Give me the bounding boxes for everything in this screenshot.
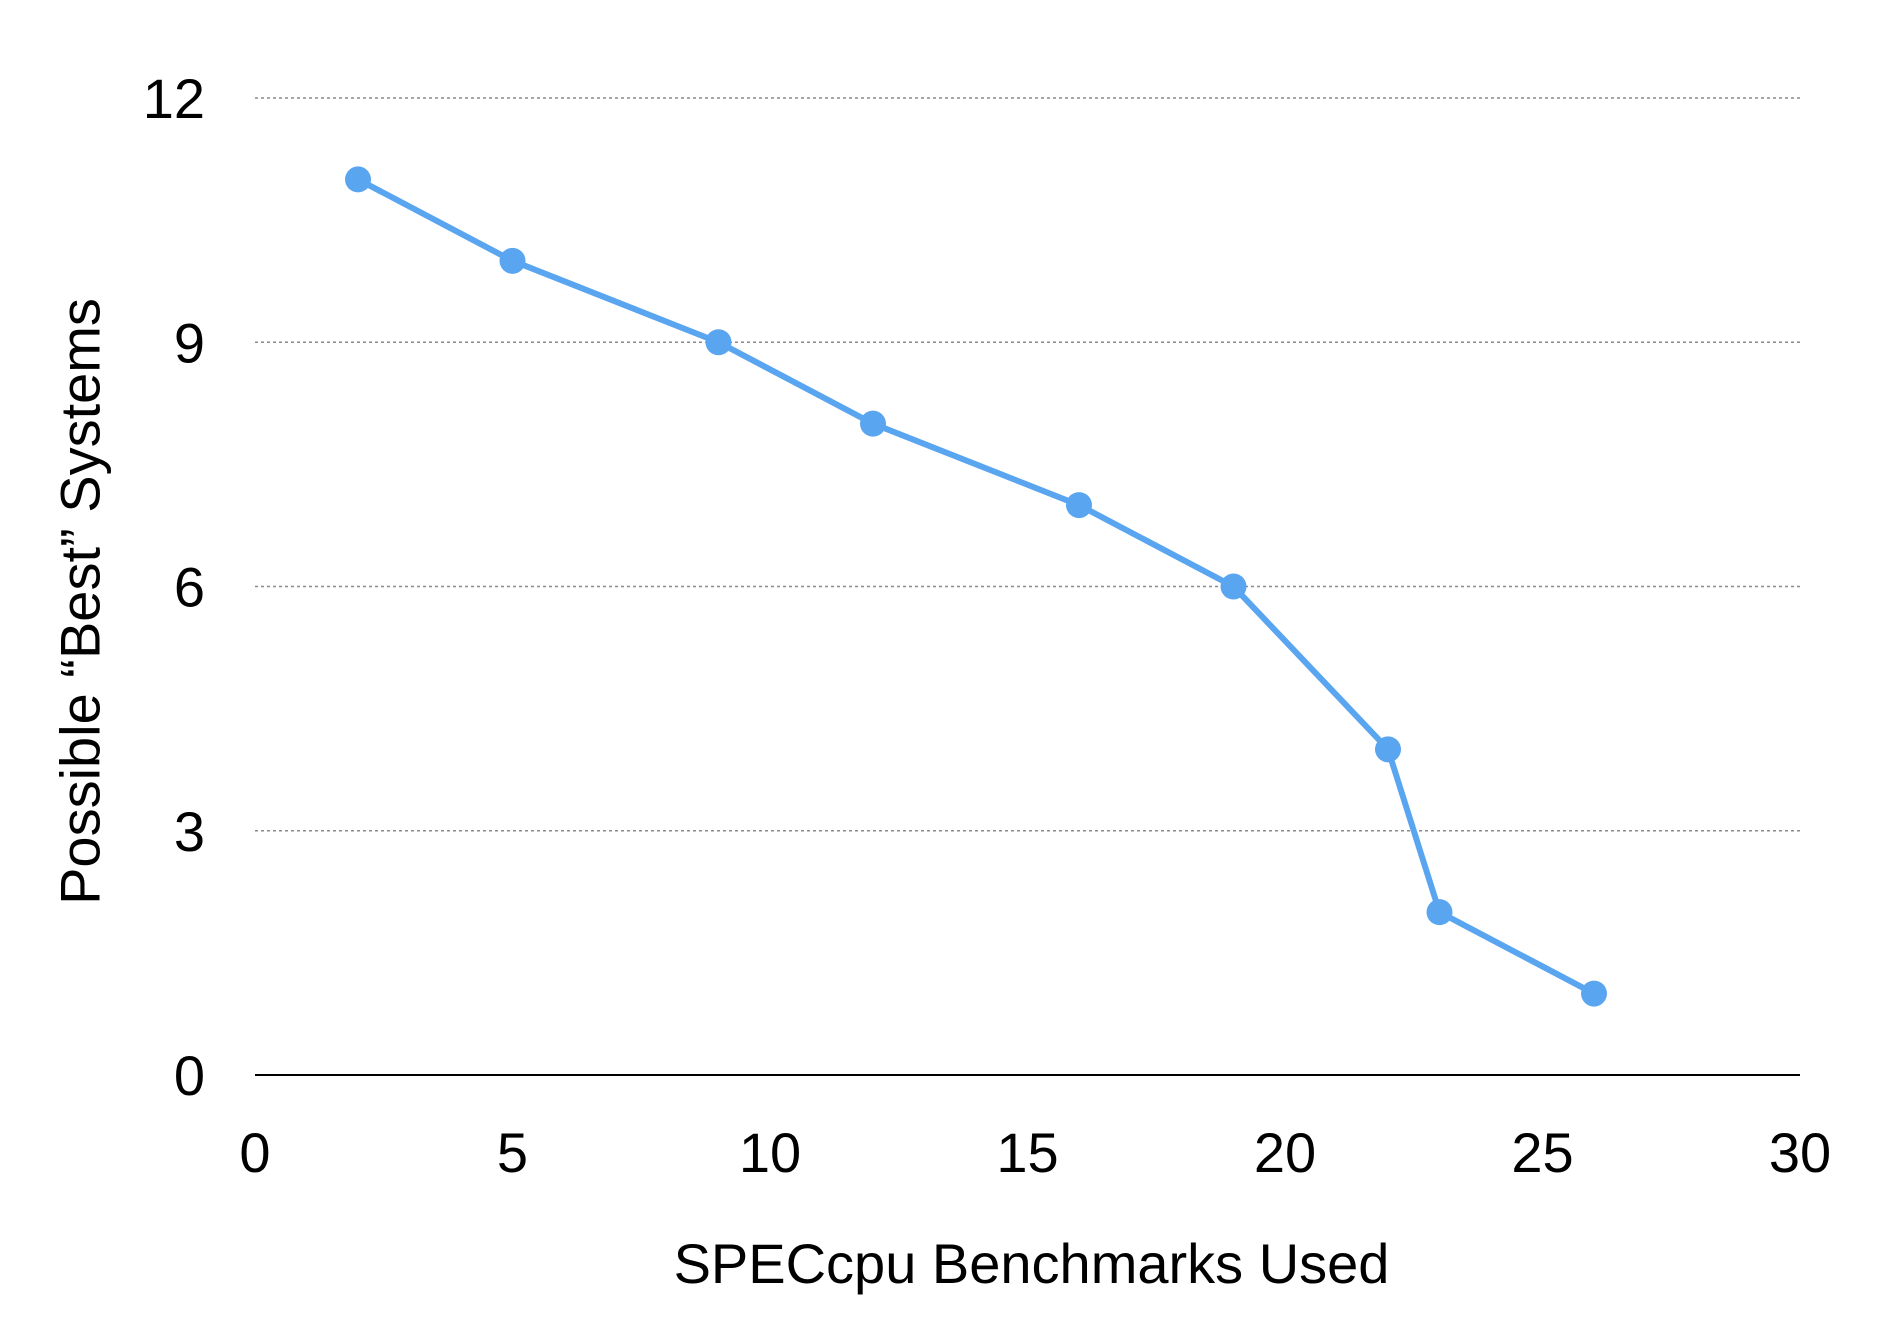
- x-tick-label: 25: [1511, 1121, 1573, 1184]
- x-tick-label: 30: [1769, 1121, 1831, 1184]
- x-axis-title: SPECcpu Benchmarks Used: [674, 1232, 1390, 1295]
- x-tick-label: 10: [739, 1121, 801, 1184]
- x-tick-label: 0: [239, 1121, 270, 1184]
- data-point: [1581, 980, 1607, 1007]
- y-axis-title: Possible “Best” Systems: [49, 298, 112, 905]
- series: [345, 166, 1607, 1007]
- y-tick-label: 12: [143, 67, 205, 130]
- y-tick-label: 6: [174, 556, 205, 619]
- x-tick-label: 5: [497, 1121, 528, 1184]
- data-point: [860, 410, 886, 437]
- data-point: [499, 247, 526, 274]
- x-axis-ticks: 0 5 10 15 20 25 30: [239, 1121, 1831, 1184]
- y-tick-label: 3: [174, 800, 205, 863]
- data-point: [1426, 899, 1453, 926]
- data-point: [345, 166, 371, 193]
- x-tick-label: 20: [1254, 1121, 1316, 1184]
- data-point: [1066, 492, 1092, 519]
- gridlines: [255, 97, 1800, 832]
- data-point: [705, 329, 732, 356]
- data-point: [1375, 736, 1401, 763]
- data-point: [1220, 573, 1247, 600]
- y-axis-ticks: 0 3 6 9 12: [143, 67, 205, 1107]
- y-tick-label: 9: [174, 311, 205, 374]
- x-tick-label: 15: [996, 1121, 1058, 1184]
- y-tick-label: 0: [174, 1044, 205, 1107]
